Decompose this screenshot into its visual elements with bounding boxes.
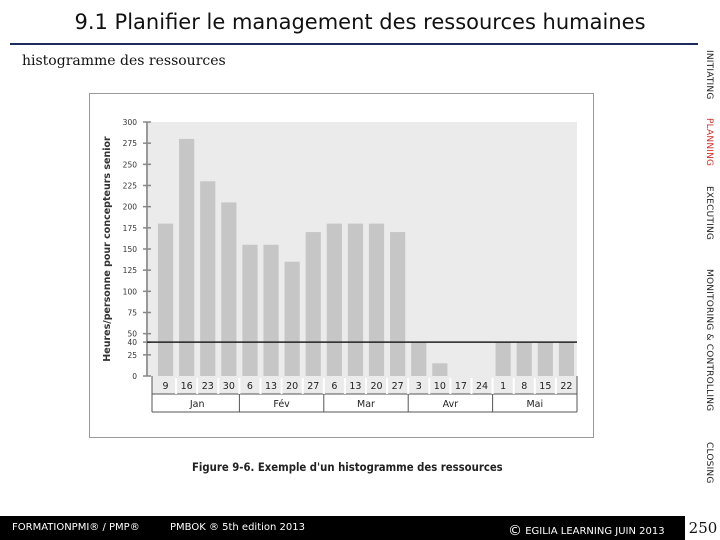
bar — [390, 232, 406, 376]
category-label: 16 — [181, 381, 193, 392]
category-label: 24 — [476, 381, 488, 392]
footer-bar — [0, 516, 685, 540]
bar — [432, 363, 448, 376]
page-number: 250 — [688, 519, 718, 537]
phase-monitoring-controlling[interactable]: MONITORING & CONTROLLING — [704, 268, 714, 412]
category-label: 17 — [455, 381, 467, 392]
figure-frame: 0 25 40 50 75 100 125 150 175 200 225 250 275 300 Heur… — [89, 93, 594, 438]
bar — [242, 244, 258, 376]
bar — [411, 342, 427, 376]
bar — [558, 342, 575, 376]
category-label: 22 — [560, 381, 572, 392]
phase-closing[interactable]: CLOSING — [704, 441, 714, 484]
bar — [200, 181, 216, 376]
bar — [347, 223, 364, 376]
footer-pmbok: PMBOK ® 5th edition 2013 — [170, 522, 305, 533]
category-label: 10 — [434, 381, 446, 392]
figure-caption: Figure 9-6. Exemple d'un histogramme des… — [192, 460, 503, 474]
phase-planning[interactable]: PLANNING — [704, 117, 714, 167]
y-tick-label: 75 — [127, 309, 137, 318]
slide-title: 9.1 Planifier le management des ressourc… — [74, 10, 646, 34]
y-tick-label: 275 — [123, 139, 138, 148]
phase-sidebar — [698, 43, 720, 487]
bar — [537, 342, 553, 376]
y-tick-label: 100 — [123, 287, 138, 296]
y-tick-label: 300 — [123, 118, 138, 127]
y-tick-label: 250 — [123, 160, 138, 169]
category-label: 20 — [286, 381, 298, 392]
y-tick-label: 125 — [123, 266, 138, 275]
bar — [284, 261, 300, 376]
category-label: 13 — [265, 381, 277, 392]
category-label: 8 — [521, 381, 527, 392]
month-label: Avr — [443, 399, 459, 410]
y-tick-label: 50 — [127, 330, 137, 339]
y-tick-label: 200 — [123, 203, 138, 212]
title-underline — [10, 43, 710, 45]
category-label: 15 — [539, 381, 551, 392]
month-label: Fév — [273, 399, 290, 410]
bar — [263, 244, 279, 376]
phase-executing[interactable]: EXECUTING — [704, 185, 714, 241]
category-label: 6 — [331, 381, 337, 392]
copyright-symbol: © — [508, 523, 522, 539]
footer-egilia: © EGILIA LEARNING JUIN 2013 — [508, 522, 665, 539]
y-axis-label: Heures/personne pour concepteurs senior — [102, 136, 113, 362]
category-label: 1 — [500, 381, 506, 392]
y-tick-label: 0 — [132, 372, 137, 381]
y-tick-label: 25 — [127, 351, 137, 360]
slide-subtitle: histogramme des ressources — [22, 53, 226, 69]
category-label: 30 — [223, 381, 235, 392]
bar — [368, 223, 385, 376]
bar — [495, 342, 511, 376]
y-tick-label: 225 — [123, 182, 138, 191]
bar — [179, 138, 195, 376]
category-label: 23 — [202, 381, 214, 392]
bar — [305, 232, 321, 376]
category-label: 9 — [163, 381, 169, 392]
y-tick-label: 40 — [127, 338, 137, 347]
bar — [221, 202, 237, 376]
y-tick-label: 175 — [123, 224, 138, 233]
bar — [157, 223, 174, 376]
bar — [516, 342, 532, 376]
category-label: 27 — [307, 381, 319, 392]
footer-formation: FORMATIONPMI® / PMP® — [12, 522, 140, 533]
month-label: Mar — [357, 399, 375, 410]
month-label: Mai — [526, 399, 543, 410]
bar — [326, 223, 342, 376]
category-label: 13 — [349, 381, 361, 392]
category-label: 6 — [247, 381, 253, 392]
category-label: 20 — [371, 381, 383, 392]
category-label: 27 — [392, 381, 404, 392]
month-label: Jan — [189, 399, 205, 410]
footer-egilia-text: EGILIA LEARNING JUIN 2013 — [525, 526, 665, 537]
y-tick-label: 150 — [123, 245, 138, 254]
phase-initiating[interactable]: INITIATING — [704, 50, 714, 100]
category-label: 3 — [416, 381, 422, 392]
